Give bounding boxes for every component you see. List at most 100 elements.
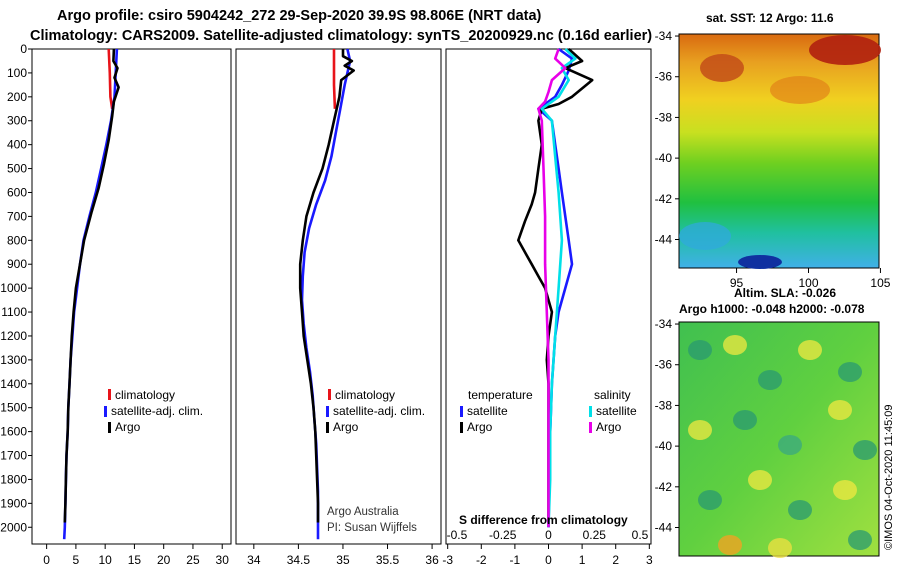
sla-eddy (688, 420, 712, 440)
legend-swatch-argo (326, 422, 329, 433)
depth-tick-label: 1300 (0, 353, 27, 367)
series-line-salinity-argo (537, 48, 567, 528)
difference-profiles (516, 47, 594, 528)
lat-tick-label: -42 (655, 192, 673, 206)
depth-tick-label: 300 (7, 114, 27, 128)
credit-pi: PI: Susan Wijffels (327, 522, 417, 534)
depth-tick-label: 1700 (0, 449, 27, 463)
sla-map-title: Altim. SLA: -0.026 (734, 286, 836, 300)
salinity-profiles (298, 48, 356, 540)
x-tick-label: 10 (98, 553, 112, 567)
sla-eddy (733, 410, 757, 430)
sla-lat-axis: -34 -36 -38 -40 -42 -44 (655, 317, 679, 535)
legend-swatch-climatology (108, 389, 111, 400)
sla-eddy (788, 500, 812, 520)
top-tick-label: 0.5 (632, 528, 649, 542)
legend-label-argo: Argo (115, 420, 141, 434)
lon-tick-label: 105 (870, 276, 890, 290)
legend-label-temp-satellite: satellite (467, 404, 508, 418)
depth-tick-label: 0 (20, 42, 27, 56)
depth-tick-label: 1800 (0, 472, 27, 486)
temperature-profiles (62, 48, 120, 540)
x-tick-label: 34 (247, 553, 261, 567)
x-tick-label: -2 (476, 553, 487, 567)
legend-label-sal-satellite: satellite (596, 404, 637, 418)
depth-tick-label: 1500 (0, 401, 27, 415)
lat-tick-label: -36 (655, 358, 673, 372)
lat-tick-label: -34 (655, 317, 673, 331)
depth-tick-label: 100 (7, 66, 27, 80)
legend-label-argo: Argo (333, 420, 359, 434)
depth-tick-label: 700 (7, 209, 27, 223)
lat-tick-label: -40 (655, 151, 673, 165)
title-line-1: Argo profile: csiro 5904242_272 29-Sep-2… (57, 8, 542, 24)
top-tick-label: -0.25 (489, 528, 517, 542)
legend-swatch-temp-satellite (460, 406, 463, 417)
sla-eddy (718, 535, 742, 555)
legend-label-temp-argo: Argo (467, 420, 493, 434)
sla-eddy (758, 370, 782, 390)
x-tick-label: 30 (216, 553, 230, 567)
lat-tick-label: -38 (655, 110, 673, 124)
depth-tick-label: 200 (7, 90, 27, 104)
depth-tick-label: 400 (7, 138, 27, 152)
difference-panel: -3 -2 -1 0 1 2 3 -0.5 -0.25 0 0.25 0.5 temperature… (442, 47, 653, 567)
sst-warm-patch (770, 76, 830, 104)
depth-tick-label: 1600 (0, 425, 27, 439)
sst-lat-axis: -34 -36 -38 -40 -42 -44 (655, 29, 679, 247)
difference-x-axis: -3 -2 -1 0 1 2 3 (442, 544, 653, 567)
depth-tick-label: 1900 (0, 496, 27, 510)
series-line-salinity-satellite (540, 48, 577, 528)
lon-tick-label: 95 (730, 276, 744, 290)
sst-map: sat. SST: 12 Argo: 11.6 -34-36-38-40-42-… (655, 11, 891, 290)
sla-eddy (688, 340, 712, 360)
depth-tick-label: 1400 (0, 377, 27, 391)
series-line-argo (63, 48, 120, 523)
x-tick-label: 0 (43, 553, 50, 567)
sla-eddy (848, 530, 872, 550)
difference-legend: temperature salinity satellite Argo sate… (460, 388, 637, 434)
x-tick-label: 35.5 (376, 553, 400, 567)
depth-tick-label: 2000 (0, 520, 27, 534)
sla-field (678, 321, 880, 557)
legend-title-temperature: temperature (468, 388, 533, 402)
x-tick-label: 34.5 (287, 553, 311, 567)
lat-tick-label: -34 (655, 29, 673, 43)
sst-cold-patch (679, 222, 731, 250)
sla-map: Altim. SLA: -0.026 Argo h1000: -0.048 h2… (655, 286, 880, 558)
legend-swatch-satellite (326, 406, 329, 417)
x-tick-label: 25 (186, 553, 200, 567)
title-line-2: Climatology: CARS2009. Satellite-adjuste… (30, 28, 652, 44)
depth-tick-label: 1200 (0, 329, 27, 343)
salinity-legend: climatology satellite-adj. clim. Argo (326, 388, 425, 434)
sla-eddy (698, 490, 722, 510)
x-tick-label: 36 (425, 553, 439, 567)
depth-tick-label: 900 (7, 257, 27, 271)
x-tick-label: 35 (336, 553, 350, 567)
legend-swatch-sal-satellite (589, 406, 592, 417)
legend-swatch-sal-argo (589, 422, 592, 433)
lat-tick-label: -42 (655, 480, 673, 494)
temperature-x-axis: 0 5 10 15 20 25 30 (43, 544, 229, 567)
imos-watermark: ©IMOS 04-Oct-2020 11:45:09 (883, 405, 895, 550)
legend-swatch-satellite (104, 406, 107, 417)
sst-warm-patch (809, 35, 881, 65)
x-tick-label: 1 (579, 553, 586, 567)
x-tick-label: 3 (646, 553, 653, 567)
depth-tick-label: 1100 (1, 305, 27, 319)
sla-eddy (748, 470, 772, 490)
x-tick-label: 0 (545, 553, 552, 567)
lat-tick-label: -36 (655, 70, 673, 84)
depth-tick-label: 600 (7, 185, 27, 199)
legend-swatch-temp-argo (460, 422, 463, 433)
sla-eddy (798, 340, 822, 360)
sla-eddy (838, 362, 862, 382)
sla-eddy (778, 435, 802, 455)
sla-eddies (688, 335, 877, 558)
difference-axis-title: S difference from climatology (459, 513, 628, 527)
series-line-climatology (332, 49, 337, 109)
difference-top-axis: -0.5 -0.25 0 0.25 0.5 (447, 528, 649, 542)
lat-tick-label: -38 (655, 398, 673, 412)
x-tick-label: 20 (157, 553, 171, 567)
